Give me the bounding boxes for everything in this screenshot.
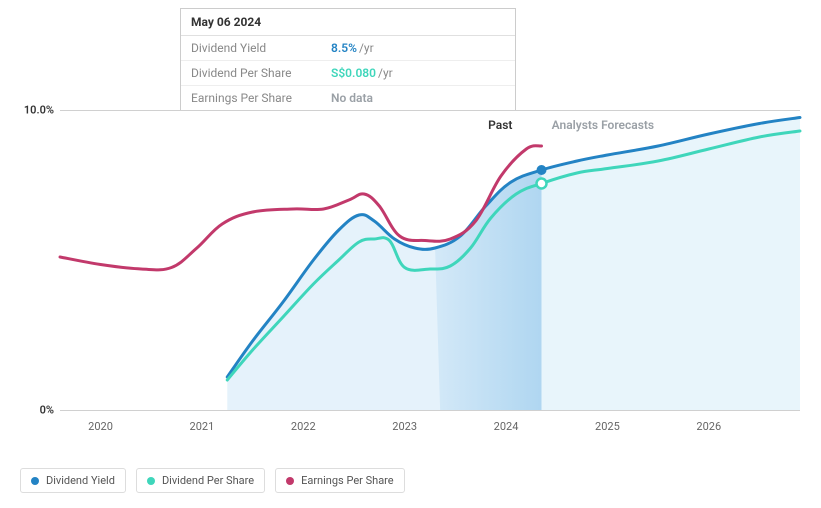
- tooltip-row-label: Dividend Per Share: [191, 66, 331, 80]
- chart-tooltip: May 06 2024 Dividend Yield 8.5%/yr Divid…: [180, 8, 516, 111]
- legend-dot: [147, 477, 155, 485]
- chart-legend: Dividend Yield Dividend Per Share Earnin…: [20, 468, 405, 493]
- tooltip-row: Earnings Per Share No data: [181, 86, 515, 110]
- tooltip-date: May 06 2024: [181, 9, 515, 36]
- x-axis-tick-label: 2024: [494, 420, 519, 433]
- tooltip-row-value: 8.5%/yr: [331, 41, 374, 55]
- y-axis-tick-label: 10.0%: [24, 104, 54, 117]
- legend-item-dividend-yield[interactable]: Dividend Yield: [20, 468, 126, 493]
- tooltip-row: Dividend Yield 8.5%/yr: [181, 36, 515, 61]
- x-axis-tick-label: 2021: [190, 420, 215, 433]
- legend-dot: [286, 477, 294, 485]
- x-axis-tick-label: 2023: [392, 420, 417, 433]
- legend-item-dividend-per-share[interactable]: Dividend Per Share: [136, 468, 265, 493]
- tooltip-row: Dividend Per Share S$0.080/yr: [181, 61, 515, 86]
- series-marker-dividend_yield[interactable]: [537, 165, 547, 175]
- shade-hover-band: [435, 170, 541, 410]
- x-axis-tick-label: 2020: [88, 420, 113, 433]
- tooltip-row-label: Dividend Yield: [191, 41, 331, 55]
- tooltip-row-value: S$0.080/yr: [331, 66, 393, 80]
- legend-label: Dividend Yield: [46, 474, 115, 487]
- x-axis-tick-label: 2026: [696, 420, 721, 433]
- x-axis-tick-label: 2022: [291, 420, 316, 433]
- x-axis-tick-label: 2025: [595, 420, 620, 433]
- y-axis-tick-label: 0%: [40, 404, 54, 417]
- dividend-chart[interactable]: 0%10.0%2020202120222023202420252026: [60, 110, 800, 440]
- legend-label: Earnings Per Share: [301, 474, 394, 487]
- legend-dot: [31, 477, 39, 485]
- legend-label: Dividend Per Share: [162, 474, 254, 487]
- series-marker-dividend_per_share[interactable]: [537, 179, 547, 189]
- tooltip-row-value: No data: [331, 91, 375, 105]
- tooltip-row-label: Earnings Per Share: [191, 91, 331, 105]
- y-gridline-zero: [60, 410, 800, 411]
- chart-plot-area[interactable]: [60, 110, 800, 410]
- legend-item-earnings-per-share[interactable]: Earnings Per Share: [275, 468, 405, 493]
